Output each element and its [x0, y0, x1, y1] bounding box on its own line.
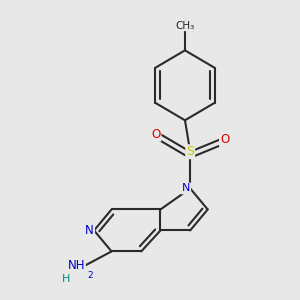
- Text: S: S: [186, 145, 194, 158]
- Text: O: O: [151, 128, 160, 141]
- Text: CH₃: CH₃: [175, 21, 195, 31]
- Text: N: N: [182, 184, 190, 194]
- Text: H: H: [62, 274, 70, 284]
- Text: N: N: [85, 224, 94, 237]
- Text: 2: 2: [87, 271, 93, 280]
- Text: NH: NH: [68, 259, 85, 272]
- Text: O: O: [220, 133, 229, 146]
